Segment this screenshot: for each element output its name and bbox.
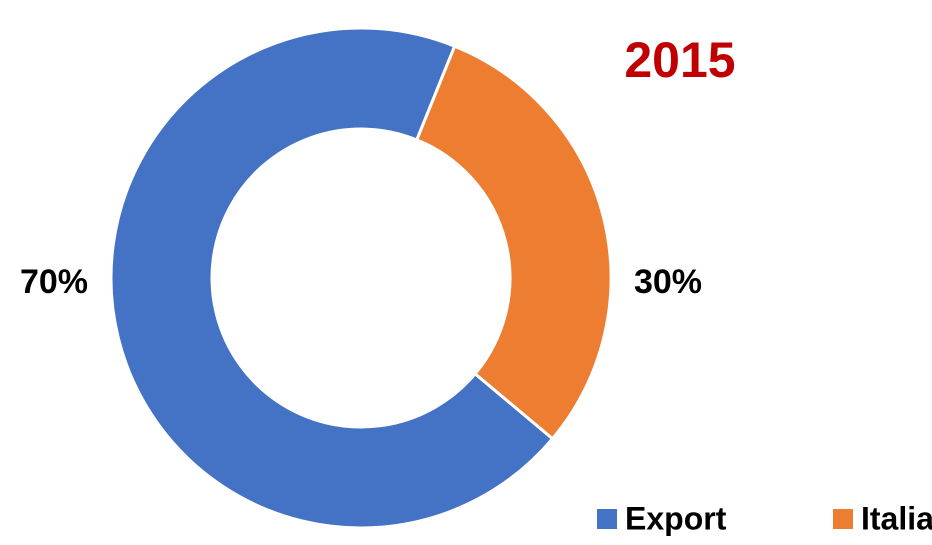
legend-label: Export (625, 500, 727, 536)
chart-title: 2015 (624, 32, 735, 88)
donut-slice (414, 44, 613, 441)
data-label: 70% (20, 263, 88, 301)
data-label: 30% (634, 263, 702, 301)
legend-swatch (597, 509, 617, 529)
donut-slice (109, 26, 555, 530)
legend-swatch (833, 509, 853, 529)
legend-label: Italia (861, 500, 932, 536)
